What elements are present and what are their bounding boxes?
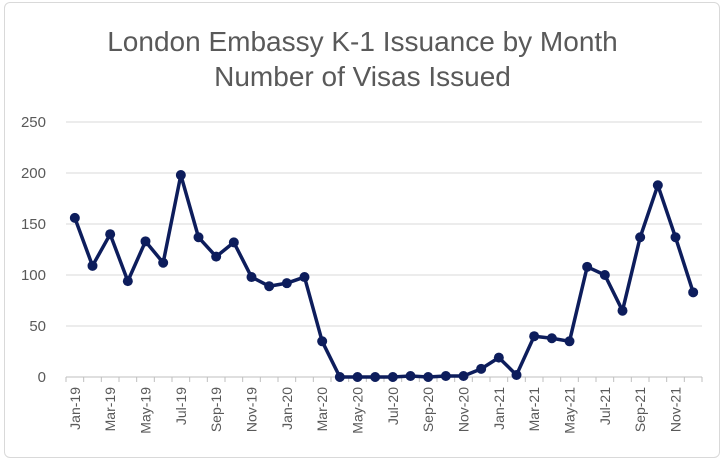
x-tick-label: Sep-21 bbox=[632, 387, 648, 432]
y-tick-label: 50 bbox=[29, 318, 46, 335]
data-point-Jan-21 bbox=[493, 352, 504, 363]
data-point-Sep-20 bbox=[423, 372, 434, 382]
data-point-Aug-21 bbox=[617, 305, 628, 316]
data-point-Mar-21 bbox=[529, 331, 540, 342]
x-tick-label: May-21 bbox=[562, 387, 578, 434]
y-tick-label: 250 bbox=[21, 114, 46, 131]
y-axis-tick-labels: 0 50 100 150 200 250 bbox=[21, 114, 46, 386]
chart-subtitle: Number of Visas Issued bbox=[214, 61, 511, 92]
x-tick-label: Sep-19 bbox=[208, 387, 224, 432]
data-point-Oct-20 bbox=[440, 370, 451, 381]
x-tick-label: Mar-21 bbox=[526, 387, 542, 432]
data-point-Feb-21 bbox=[511, 369, 522, 380]
x-tick-label: Jan-20 bbox=[279, 387, 295, 430]
x-tick-label: Jul-20 bbox=[385, 387, 401, 425]
data-points bbox=[69, 170, 699, 382]
chart-title-block: London Embassy K-1 Issuance by Month Num… bbox=[0, 24, 725, 94]
x-tick-label: Nov-19 bbox=[244, 387, 260, 432]
data-point-Sep-21 bbox=[635, 232, 646, 243]
y-tick-label: 200 bbox=[21, 165, 46, 182]
x-tick-label: Mar-19 bbox=[102, 387, 118, 432]
y-tick-label: 0 bbox=[38, 369, 46, 386]
x-tick-label: Jul-21 bbox=[597, 387, 613, 425]
data-point-Aug-19 bbox=[193, 232, 204, 243]
data-point-Dec-19 bbox=[264, 281, 275, 292]
data-point-Apr-20 bbox=[334, 372, 345, 382]
data-point-Mar-20 bbox=[317, 336, 328, 347]
data-point-Sep-19 bbox=[211, 251, 222, 262]
data-point-Dec-20 bbox=[476, 363, 487, 374]
data-point-Feb-19 bbox=[87, 260, 98, 271]
data-point-Nov-20 bbox=[458, 370, 469, 381]
x-tick-label: Jul-19 bbox=[173, 387, 189, 425]
chart-title: London Embassy K-1 Issuance by Month bbox=[107, 26, 618, 57]
data-point-Jul-19 bbox=[175, 170, 186, 181]
data-point-Jan-19 bbox=[69, 212, 80, 223]
y-tick-label: 150 bbox=[21, 216, 46, 233]
data-point-Oct-21 bbox=[652, 180, 663, 191]
data-point-Nov-19 bbox=[246, 272, 257, 283]
data-point-Apr-19 bbox=[122, 276, 133, 287]
data-point-Jul-21 bbox=[599, 270, 610, 280]
data-point-Jun-19 bbox=[158, 257, 169, 268]
x-tick-label: Nov-21 bbox=[668, 387, 684, 432]
data-point-Dec-21 bbox=[688, 287, 699, 298]
data-point-Jun-20 bbox=[370, 372, 381, 382]
x-tick-label: May-20 bbox=[350, 387, 366, 434]
data-point-Apr-21 bbox=[546, 333, 557, 344]
data-point-Jun-21 bbox=[582, 261, 593, 272]
chart-frame bbox=[4, 2, 720, 458]
data-point-Jul-20 bbox=[387, 372, 398, 382]
data-point-Mar-19 bbox=[105, 229, 116, 240]
x-tick-label: Jan-19 bbox=[67, 387, 83, 430]
x-tick-label: Jan-21 bbox=[491, 387, 507, 430]
x-tick-label: Nov-20 bbox=[456, 387, 472, 432]
x-axis-tick-labels: Jan-19 Mar-19 May-19 Jul-19 Sep-19 Nov-19 Jan-… bbox=[67, 387, 684, 434]
x-tick-label: May-19 bbox=[138, 387, 154, 434]
data-point-May-19 bbox=[140, 236, 151, 247]
data-point-Nov-21 bbox=[670, 232, 681, 243]
gridlines bbox=[66, 121, 702, 327]
data-point-Jan-20 bbox=[281, 278, 292, 289]
data-point-May-21 bbox=[564, 336, 575, 347]
x-tick-label: Sep-20 bbox=[420, 387, 436, 432]
x-tick-label: Mar-20 bbox=[314, 387, 330, 432]
data-point-May-20 bbox=[352, 372, 363, 382]
data-point-Oct-19 bbox=[228, 237, 239, 248]
data-point-Feb-20 bbox=[299, 272, 310, 283]
y-tick-label: 100 bbox=[21, 267, 46, 284]
data-point-Aug-20 bbox=[405, 370, 416, 381]
